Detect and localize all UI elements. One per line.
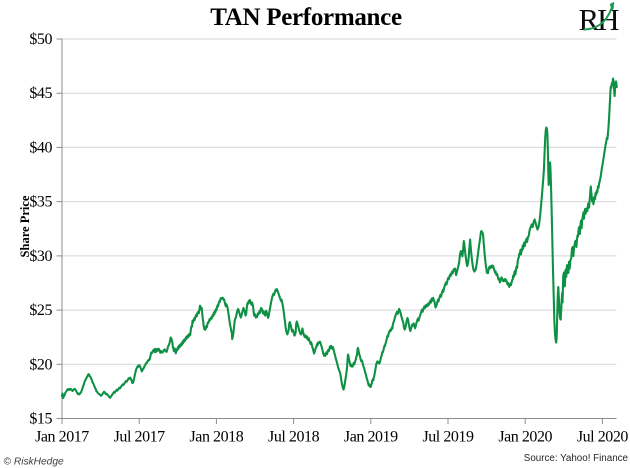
svg-text:Source: Yahoo! Finance: Source: Yahoo! Finance <box>524 453 629 464</box>
svg-text:© RiskHedge: © RiskHedge <box>4 457 64 468</box>
svg-text:Share Price: Share Price <box>18 195 32 257</box>
svg-text:$45: $45 <box>29 85 52 102</box>
svg-text:Jul 2017: Jul 2017 <box>114 429 166 446</box>
svg-text:$40: $40 <box>29 139 52 156</box>
svg-text:Jan 2017: Jan 2017 <box>35 429 89 446</box>
svg-text:TAN Performance: TAN Performance <box>210 4 402 31</box>
svg-text:$50: $50 <box>29 31 52 48</box>
svg-text:$15: $15 <box>29 411 52 428</box>
svg-text:$35: $35 <box>29 194 52 211</box>
svg-text:$20: $20 <box>29 356 52 373</box>
svg-text:$30: $30 <box>29 248 52 265</box>
svg-text:Jan 2019: Jan 2019 <box>344 429 398 446</box>
svg-text:Jan 2020: Jan 2020 <box>498 429 552 446</box>
svg-text:$25: $25 <box>29 302 52 319</box>
svg-text:Jul 2019: Jul 2019 <box>422 429 474 446</box>
svg-text:RH: RH <box>579 2 620 37</box>
svg-text:Jul 2020: Jul 2020 <box>577 429 629 446</box>
svg-text:Jul 2018: Jul 2018 <box>268 429 320 446</box>
svg-text:Jan 2018: Jan 2018 <box>190 429 244 446</box>
